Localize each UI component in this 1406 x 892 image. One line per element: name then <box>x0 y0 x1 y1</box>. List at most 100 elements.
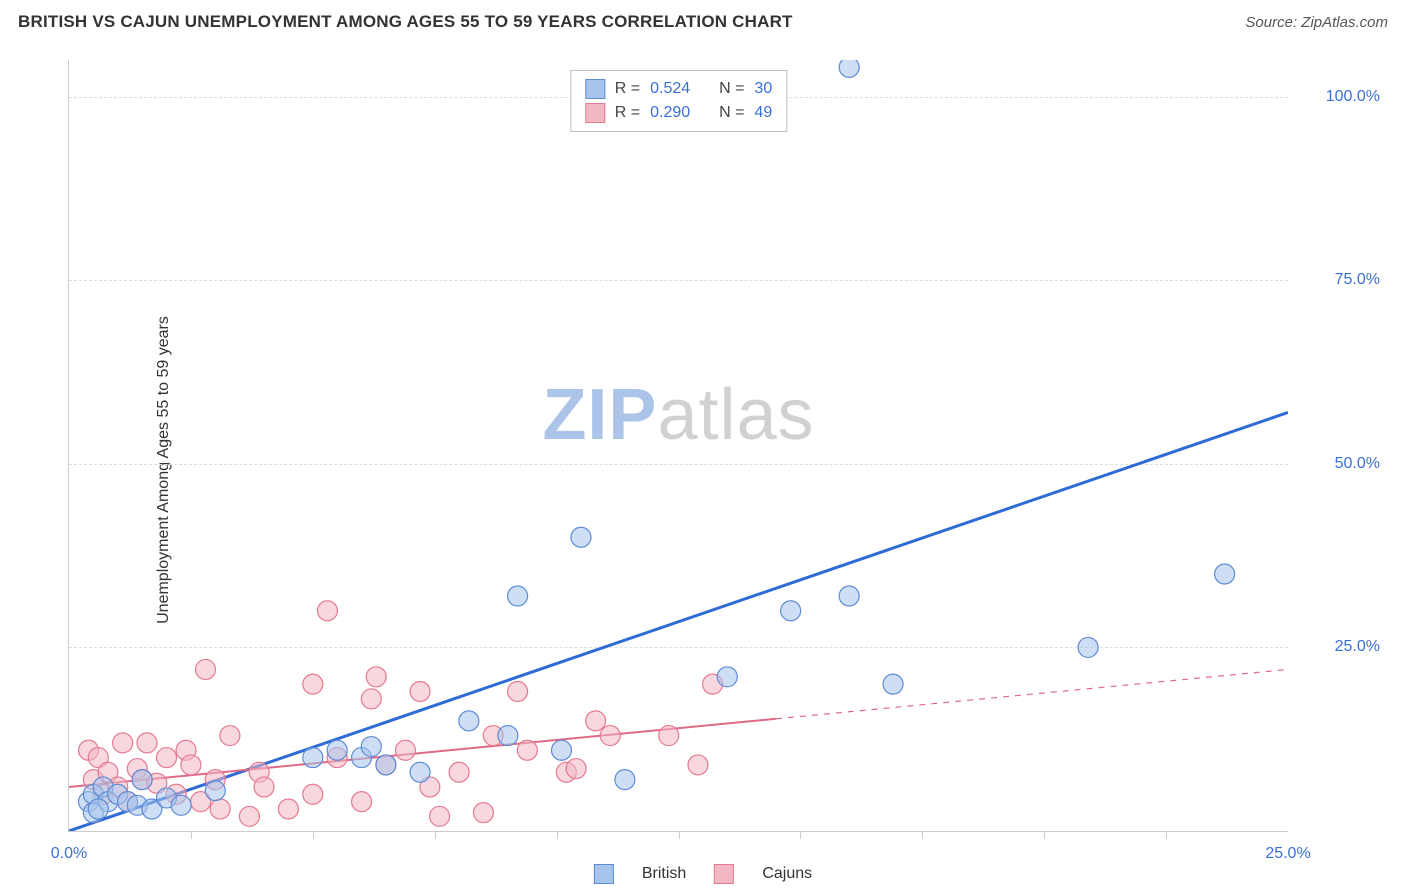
point-cajuns <box>205 770 225 790</box>
point-cajuns <box>586 711 606 731</box>
legend-label-cajuns: Cajuns <box>762 865 812 883</box>
point-british <box>88 799 108 819</box>
point-cajuns <box>703 674 723 694</box>
x-tick <box>1044 831 1045 839</box>
legend-row-cajuns: R = 0.290 N = 49 <box>585 101 772 125</box>
source-prefix: Source: <box>1245 14 1301 31</box>
point-british <box>839 60 859 77</box>
y-tick-label: 50.0% <box>1300 455 1380 473</box>
point-cajuns <box>147 773 167 793</box>
point-british <box>883 674 903 694</box>
x-label-left: 0.0% <box>51 845 87 863</box>
watermark-zip: ZIP <box>542 375 657 455</box>
point-cajuns <box>508 681 528 701</box>
point-cajuns <box>327 748 347 768</box>
swatch-british <box>585 79 605 99</box>
r-label: R = <box>615 104 640 122</box>
trendline-cajuns <box>69 719 776 787</box>
r-value-british: 0.524 <box>650 80 690 98</box>
x-tick <box>313 831 314 839</box>
point-cajuns <box>361 689 381 709</box>
point-cajuns <box>132 770 152 790</box>
trendline-cajuns-dashed <box>776 669 1288 718</box>
point-cajuns <box>659 726 679 746</box>
chart-container: Unemployment Among Ages 55 to 59 years Z… <box>18 48 1388 892</box>
point-british <box>83 803 103 823</box>
point-british <box>98 792 118 812</box>
swatch-british-bottom <box>594 864 614 884</box>
x-label-right: 25.0% <box>1265 845 1310 863</box>
point-british <box>839 586 859 606</box>
point-british <box>157 788 177 808</box>
chart-svg <box>69 60 1288 831</box>
point-cajuns <box>137 733 157 753</box>
point-british <box>498 726 518 746</box>
point-british <box>361 737 381 757</box>
swatch-cajuns <box>585 103 605 123</box>
point-british <box>171 795 191 815</box>
legend-label-british: British <box>642 865 686 883</box>
point-cajuns <box>83 770 103 790</box>
point-cajuns <box>449 762 469 782</box>
point-british <box>1215 564 1235 584</box>
point-cajuns <box>556 762 576 782</box>
point-british <box>142 799 162 819</box>
x-tick <box>435 831 436 839</box>
chart-header: BRITISH VS CAJUN UNEMPLOYMENT AMONG AGES… <box>0 0 1406 38</box>
n-value-british: 30 <box>754 80 772 98</box>
y-tick-label: 100.0% <box>1300 88 1380 106</box>
point-british <box>571 527 591 547</box>
point-british <box>410 762 430 782</box>
point-british <box>459 711 479 731</box>
x-tick <box>1166 831 1167 839</box>
swatch-cajuns-bottom <box>714 864 734 884</box>
point-british <box>376 755 396 775</box>
point-british <box>79 792 99 812</box>
point-cajuns <box>420 777 440 797</box>
point-cajuns <box>566 759 586 779</box>
point-cajuns <box>254 777 274 797</box>
x-tick <box>557 831 558 839</box>
point-cajuns <box>98 762 118 782</box>
point-cajuns <box>191 792 211 812</box>
point-cajuns <box>303 784 323 804</box>
point-british <box>551 740 571 760</box>
point-cajuns <box>303 674 323 694</box>
point-cajuns <box>395 740 415 760</box>
point-cajuns <box>366 667 386 687</box>
point-cajuns <box>210 799 230 819</box>
point-cajuns <box>352 792 372 812</box>
point-cajuns <box>127 759 147 779</box>
point-british <box>108 784 128 804</box>
gridline-h <box>69 280 1288 281</box>
point-cajuns <box>220 726 240 746</box>
point-cajuns <box>113 733 133 753</box>
gridline-h <box>69 647 1288 648</box>
point-british <box>205 781 225 801</box>
point-british <box>327 740 347 760</box>
point-british <box>717 667 737 687</box>
n-label: N = <box>719 104 744 122</box>
point-cajuns <box>176 740 196 760</box>
point-cajuns <box>157 748 177 768</box>
point-british <box>118 792 138 812</box>
r-label: R = <box>615 80 640 98</box>
point-cajuns <box>249 762 269 782</box>
x-tick <box>800 831 801 839</box>
watermark-atlas: atlas <box>657 375 814 455</box>
gridline-h <box>69 464 1288 465</box>
watermark: ZIPatlas <box>542 374 814 456</box>
source-label: Source: ZipAtlas.com <box>1245 14 1388 31</box>
legend-correlation: R = 0.524 N = 30 R = 0.290 N = 49 <box>570 70 787 132</box>
y-tick-label: 25.0% <box>1300 638 1380 656</box>
n-value-cajuns: 49 <box>754 104 772 122</box>
x-tick <box>922 831 923 839</box>
point-british <box>132 770 152 790</box>
legend-row-british: R = 0.524 N = 30 <box>585 77 772 101</box>
point-cajuns <box>688 755 708 775</box>
point-cajuns <box>196 659 216 679</box>
point-cajuns <box>108 777 128 797</box>
point-cajuns <box>376 755 396 775</box>
point-british <box>83 784 103 804</box>
point-cajuns <box>93 784 113 804</box>
